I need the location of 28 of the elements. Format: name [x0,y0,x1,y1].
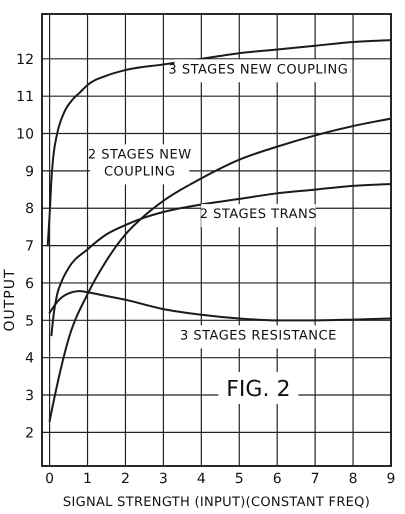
y-tick-label: 8 [25,201,34,218]
x-axis-title: SIGNAL STRENGTH (INPUT)(CONSTANT FREQ) [62,495,370,510]
y-tick-label: 2 [25,425,34,442]
x-tick-label: 2 [120,471,130,487]
x-tick-label: 4 [196,471,206,487]
y-tick-label: 11 [16,89,34,106]
y-tick-label: 6 [25,276,34,292]
y-tick-label: 3 [25,388,34,404]
x-tick-label: 7 [310,471,320,487]
annotation: FIG. 2 [226,377,290,402]
x-tick-label: 1 [83,471,92,487]
y-tick-label: 7 [25,238,34,255]
y-tick-label: 4 [25,350,34,367]
x-tick-label: 9 [386,471,396,487]
y-axis-title: OUTPUT [2,268,18,332]
series-label: 3 STAGES RESISTANCE [180,328,337,344]
series-label: 2 STAGES TRANS [200,207,318,222]
y-tick-label: 12 [16,52,34,68]
x-tick-label: 3 [158,471,168,487]
x-tick-label: 6 [272,471,282,487]
x-tick-label: 8 [348,471,358,487]
series-label: 3 STAGES NEW COUPLING [168,62,348,78]
y-tick-label: 5 [25,313,34,330]
series-label: 2 STAGES NEW COUPLING [88,147,192,180]
x-tick-label: 0 [45,471,54,487]
y-tick-label: 9 [25,164,34,180]
y-tick-label: 10 [16,126,34,143]
x-tick-label: 5 [234,471,244,487]
